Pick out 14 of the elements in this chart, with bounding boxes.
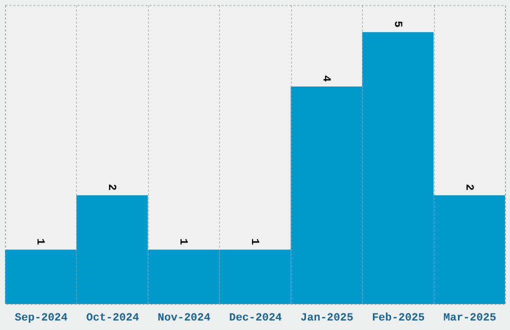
x-tick-label: Feb-2025 (372, 312, 426, 324)
data-label: 2 (462, 184, 474, 191)
x-tick-label: Jan-2025 (300, 312, 354, 324)
x-tick-label: Dec-2024 (229, 312, 282, 324)
data-label: 1 (176, 238, 189, 246)
data-label: 5 (390, 20, 403, 28)
x-tick-label: Oct-2024 (86, 312, 140, 324)
data-label: 4 (319, 75, 332, 82)
data-label: 1 (248, 238, 260, 246)
x-tick-label: Sep-2024 (14, 312, 68, 324)
data-label: 1 (34, 238, 46, 246)
x-tick-label: Nov-2024 (158, 312, 211, 324)
x-tick-label: Mar-2025 (443, 312, 497, 324)
data-label: 2 (105, 184, 118, 191)
